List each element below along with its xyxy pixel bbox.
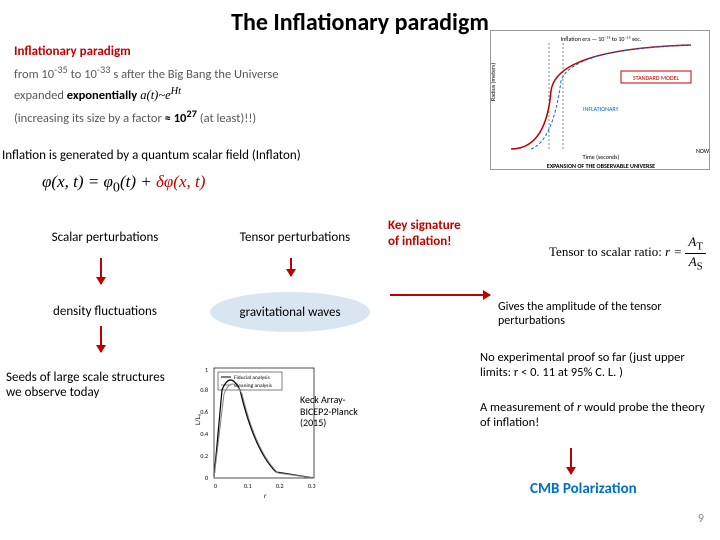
- measurement-text: A measurement of r would probe the theor…: [480, 400, 710, 430]
- tensor-scalar-ratio: Tensor to scalar ratio: r = AT AS: [549, 234, 706, 272]
- keck-svg: Fiducial analysis Cleaning analysis L/L₀…: [190, 360, 320, 500]
- expansion-svg: Radius (meters) Inflation era — 10⁻³⁵ to…: [491, 31, 709, 169]
- svg-text:0: 0: [205, 474, 208, 482]
- svg-text:0.3: 0.3: [308, 482, 316, 490]
- amplitude-text: Gives the amplitude of the tensor pertur…: [498, 300, 708, 328]
- cmb-polarization: CMB Polarization: [530, 480, 637, 498]
- svg-text:r: r: [264, 491, 267, 500]
- inflationary-label: INFLATIONARY: [583, 105, 619, 113]
- paradigm-block: Inflationary paradigm from 10-35 to 10-3…: [14, 42, 278, 129]
- no-proof-text: No experimental proof so far (just upper…: [480, 350, 710, 380]
- expansion-graph: Radius (meters) Inflation era — 10⁻³⁵ to…: [490, 30, 710, 170]
- tensor-title: Tensor perturbations: [210, 230, 380, 245]
- seeds-text: Seeds of large scale structures we obser…: [6, 370, 176, 400]
- svg-text:0.6: 0.6: [200, 408, 208, 416]
- keck-chart: Fiducial analysis Cleaning analysis L/L₀…: [190, 360, 320, 500]
- arrow-icon: [570, 448, 572, 474]
- scalar-column: Scalar perturbations: [20, 230, 190, 245]
- arrow-icon: [100, 258, 102, 284]
- key-signature: Key signature of inflation!: [388, 218, 461, 249]
- arrow-icon: [100, 326, 102, 352]
- arrow-icon: [290, 258, 292, 276]
- expansion-title: EXPANSION OF THE OBSERVABLE UNIVERSE: [547, 162, 655, 169]
- svg-text:0.1: 0.1: [244, 482, 252, 490]
- paradigm-heading: Inflationary paradigm: [14, 42, 278, 62]
- paradigm-line1: from 10-35 to 10-33 s after the Big Bang…: [14, 62, 278, 85]
- inflation-era-label: Inflation era — 10⁻³⁵ to 10⁻³³ sec.: [561, 35, 642, 43]
- svg-text:0.4: 0.4: [200, 430, 208, 438]
- paradigm-line3: (increasing its size by a factor ≈ 1027 …: [14, 106, 278, 129]
- svg-text:Fiducial analysis: Fiducial analysis: [234, 375, 270, 381]
- now-label: NOW: [696, 147, 709, 155]
- arrow-right-icon: [390, 294, 490, 296]
- svg-text:0: 0: [214, 482, 217, 490]
- gravitational-waves-ellipse: gravitational waves: [210, 292, 370, 332]
- svg-text:0.2: 0.2: [200, 452, 208, 460]
- svg-text:0.8: 0.8: [200, 386, 208, 394]
- density-fluctuations: density fluctuations: [20, 304, 190, 319]
- svg-text:1: 1: [205, 366, 208, 374]
- standard-model-label: STANDARD MODEL: [633, 74, 680, 82]
- tensor-column: Tensor perturbations: [210, 230, 380, 245]
- inflaton-statement: Inflation is generated by a quantum scal…: [2, 148, 301, 163]
- keck-citation: Keck Array- BICEP2-Planck (2015): [300, 394, 358, 429]
- scalar-title: Scalar perturbations: [20, 230, 190, 245]
- svg-text:0.2: 0.2: [276, 482, 284, 490]
- xlabel: Time (seconds): [583, 153, 620, 161]
- ylabel: Radius (meters): [491, 63, 497, 101]
- phi-equation: φ(x, t) = φ0(t) + δφ(x, t): [42, 172, 205, 196]
- page-number: 9: [698, 512, 704, 526]
- paradigm-line2: expanded exponentially a(t)~eHt: [14, 84, 278, 106]
